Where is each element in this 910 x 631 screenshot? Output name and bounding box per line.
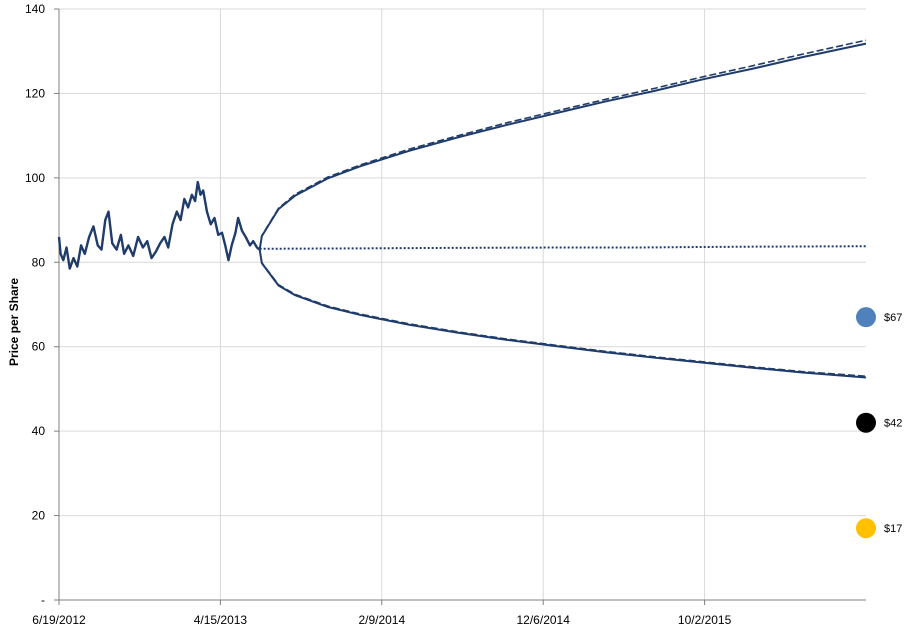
x-tick-label: 2/9/2014 xyxy=(358,613,405,627)
grid-lines xyxy=(59,8,866,600)
series-line-5 xyxy=(258,249,867,378)
marker-label: $42 xyxy=(884,418,902,430)
x-tick-label: 12/6/2014 xyxy=(517,613,571,627)
x-axis-ticks: 6/19/2012 4/15/2013 2/9/2014 12/6/2014 10/2/… xyxy=(32,600,732,627)
y-tick-label: 140 xyxy=(25,2,45,16)
series-group xyxy=(57,39,867,379)
y-tick-label: 20 xyxy=(32,509,46,523)
y-axis-title: Price per Share xyxy=(7,278,21,366)
marker-dot xyxy=(856,412,876,433)
y-axis-ticks: - 20 40 60 80 100 120 140 xyxy=(25,2,59,607)
y-tick-label: 120 xyxy=(25,86,45,100)
x-tick-label: 4/15/2013 xyxy=(194,613,248,627)
y-tick-label: - xyxy=(41,593,45,607)
marker-label: $17 xyxy=(884,523,902,535)
x-tick-label: 10/2/2015 xyxy=(678,613,732,627)
marker-group: $67 $42 $17 xyxy=(856,307,902,539)
marker-dot xyxy=(856,518,876,539)
marker-label: $67 xyxy=(884,312,902,324)
y-tick-label: 60 xyxy=(32,340,46,354)
series-line-3 xyxy=(258,39,867,250)
y-tick-label: 100 xyxy=(25,171,45,185)
series-line-1 xyxy=(259,245,867,250)
axes xyxy=(58,9,866,601)
series-line-2 xyxy=(258,42,867,250)
series-line-0 xyxy=(57,180,261,270)
x-tick-label: 6/19/2012 xyxy=(32,613,86,627)
y-tick-label: 80 xyxy=(32,255,46,269)
y-tick-label: 40 xyxy=(32,424,46,438)
series-line-4 xyxy=(258,249,867,379)
marker-dot xyxy=(856,307,876,328)
